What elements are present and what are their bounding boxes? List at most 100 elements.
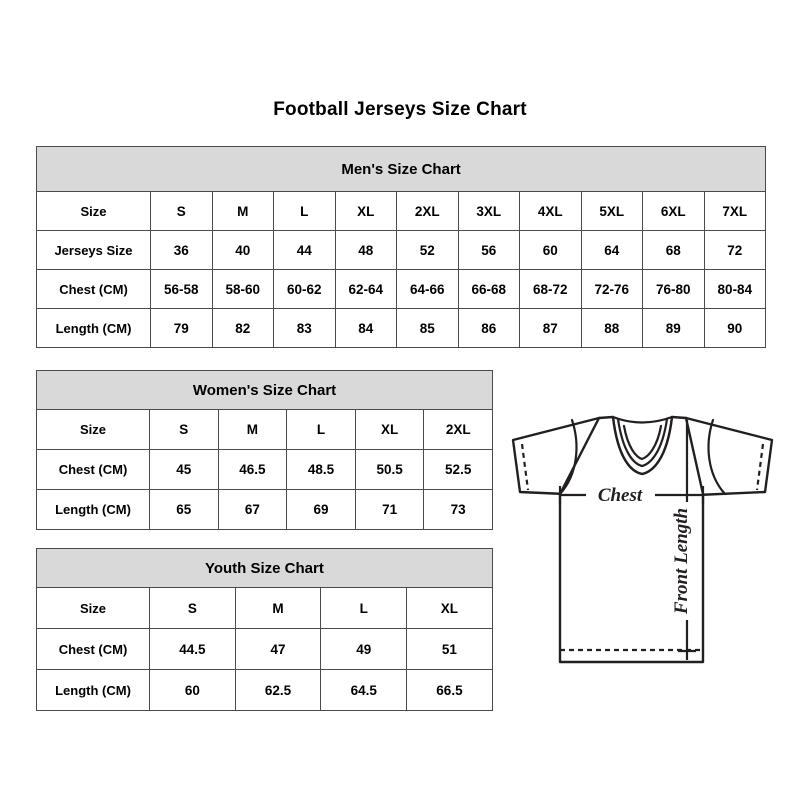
data-cell: 79	[150, 308, 213, 348]
data-cell: 56-58	[150, 269, 213, 309]
data-cell: 40	[211, 230, 274, 270]
size-header-cell: M	[217, 409, 288, 450]
data-cell: 68	[642, 230, 705, 270]
row-label: Chest (CM)	[36, 449, 150, 490]
vneck-collar-line-1	[616, 417, 669, 468]
data-cell: 84	[334, 308, 397, 348]
data-cell: 89	[642, 308, 705, 348]
row-header-size: Size	[36, 409, 150, 450]
data-cell: 76-80	[642, 269, 705, 309]
data-cell: 64-66	[396, 269, 459, 309]
row-header-size: Size	[36, 587, 150, 629]
data-cell: 52	[396, 230, 459, 270]
size-header-cell: 6XL	[642, 191, 705, 231]
size-header-cell: XL	[406, 587, 493, 629]
table-caption-row: Women's Size Chart	[35, 370, 494, 410]
size-header-cell: M	[234, 587, 322, 629]
womens-size-chart-table: Women's Size Chart Size S M L XL 2XL Che…	[35, 370, 494, 530]
data-cell: 62-64	[334, 269, 397, 309]
data-cell: 50.5	[354, 449, 425, 490]
data-cell: 64	[580, 230, 643, 270]
size-header-cell: L	[273, 191, 336, 231]
size-header-cell: S	[149, 409, 219, 450]
jersey-measurement-diagram: Chest Front Length	[500, 398, 785, 698]
size-header-cell: L	[320, 587, 408, 629]
row-label: Length (CM)	[36, 489, 150, 530]
size-header-cell: 3XL	[457, 191, 520, 231]
vneck-collar-line-2	[622, 424, 663, 461]
size-header-cell: XL	[334, 191, 397, 231]
table-caption-row: Youth Size Chart	[36, 548, 493, 588]
size-header-cell: M	[211, 191, 274, 231]
data-cell: 72	[703, 230, 767, 270]
table-header-row: Size S M L XL 2XL 3XL 4XL 5XL 6XL 7XL	[36, 191, 767, 231]
data-cell: 88	[580, 308, 643, 348]
row-label: Length (CM)	[36, 669, 150, 711]
table-row: Length (CM) 65 67 69 71 73	[36, 489, 494, 530]
row-label: Length (CM)	[36, 308, 151, 348]
data-cell: 44	[273, 230, 336, 270]
table-row: Chest (CM) 44.5 47 49 51	[36, 628, 493, 670]
table-row: Length (CM) 60 62.5 64.5 66.5	[36, 669, 493, 711]
collar-band-top	[611, 415, 674, 424]
data-cell: 66-68	[457, 269, 520, 309]
data-cell: 49	[320, 628, 408, 670]
data-cell: 45	[149, 449, 219, 490]
row-label: Chest (CM)	[36, 269, 151, 309]
data-cell: 62.5	[234, 669, 322, 711]
data-cell: 72-76	[580, 269, 643, 309]
page-title: Football Jerseys Size Chart	[273, 99, 527, 120]
data-cell: 69	[286, 489, 356, 530]
data-cell: 44.5	[149, 628, 236, 670]
data-cell: 83	[273, 308, 336, 348]
size-header-cell: XL	[354, 409, 425, 450]
data-cell: 51	[406, 628, 493, 670]
data-cell: 82	[211, 308, 274, 348]
data-cell: 73	[423, 489, 494, 530]
data-cell: 36	[150, 230, 213, 270]
table-row: Length (CM) 79 82 83 84 85 86 87 88 89 9…	[36, 308, 767, 348]
row-label: Jerseys Size	[36, 230, 151, 270]
size-header-cell: L	[286, 409, 356, 450]
table-row: Jerseys Size 36 40 44 48 52 56 60 64 68 …	[36, 230, 767, 270]
data-cell: 60-62	[273, 269, 336, 309]
left-armhole-seam	[558, 418, 578, 496]
data-cell: 90	[703, 308, 767, 348]
data-cell: 56	[457, 230, 520, 270]
table-header-row: Size S M L XL 2XL	[36, 409, 494, 450]
data-cell: 46.5	[217, 449, 288, 490]
front-length-measure-label: Front Length	[671, 508, 692, 615]
table-caption-row: Men's Size Chart	[35, 146, 767, 192]
data-cell: 66.5	[406, 669, 493, 711]
row-label: Chest (CM)	[36, 628, 150, 670]
data-cell: 48.5	[286, 449, 356, 490]
data-cell: 67	[217, 489, 288, 530]
data-cell: 87	[519, 308, 582, 348]
data-cell: 48	[334, 230, 397, 270]
youth-size-chart-table: Youth Size Chart Size S M L XL Chest (CM…	[36, 548, 493, 711]
mens-size-chart-table: Men's Size Chart Size S M L XL 2XL 3XL 4…	[35, 146, 767, 348]
chest-measure-label: Chest	[598, 485, 643, 506]
data-cell: 64.5	[320, 669, 408, 711]
data-cell: 65	[149, 489, 219, 530]
size-header-cell: S	[149, 587, 236, 629]
size-header-cell: 7XL	[703, 191, 767, 231]
data-cell: 60	[519, 230, 582, 270]
table-row: Chest (CM) 45 46.5 48.5 50.5 52.5	[36, 449, 494, 490]
data-cell: 68-72	[519, 269, 582, 309]
size-header-cell: S	[150, 191, 213, 231]
size-header-cell: 5XL	[580, 191, 643, 231]
youth-table-caption: Youth Size Chart	[36, 548, 493, 588]
data-cell: 85	[396, 308, 459, 348]
table-row: Chest (CM) 56-58 58-60 60-62 62-64 64-66…	[36, 269, 767, 309]
row-header-size: Size	[36, 191, 151, 231]
table-header-row: Size S M L XL	[36, 587, 493, 629]
data-cell: 60	[149, 669, 236, 711]
size-header-cell: 4XL	[519, 191, 582, 231]
left-cuff-stitch-dashed	[520, 443, 530, 491]
right-armhole-seam	[707, 418, 727, 496]
data-cell: 71	[354, 489, 425, 530]
data-cell: 86	[457, 308, 520, 348]
mens-table-caption: Men's Size Chart	[35, 146, 767, 192]
data-cell: 52.5	[423, 449, 494, 490]
